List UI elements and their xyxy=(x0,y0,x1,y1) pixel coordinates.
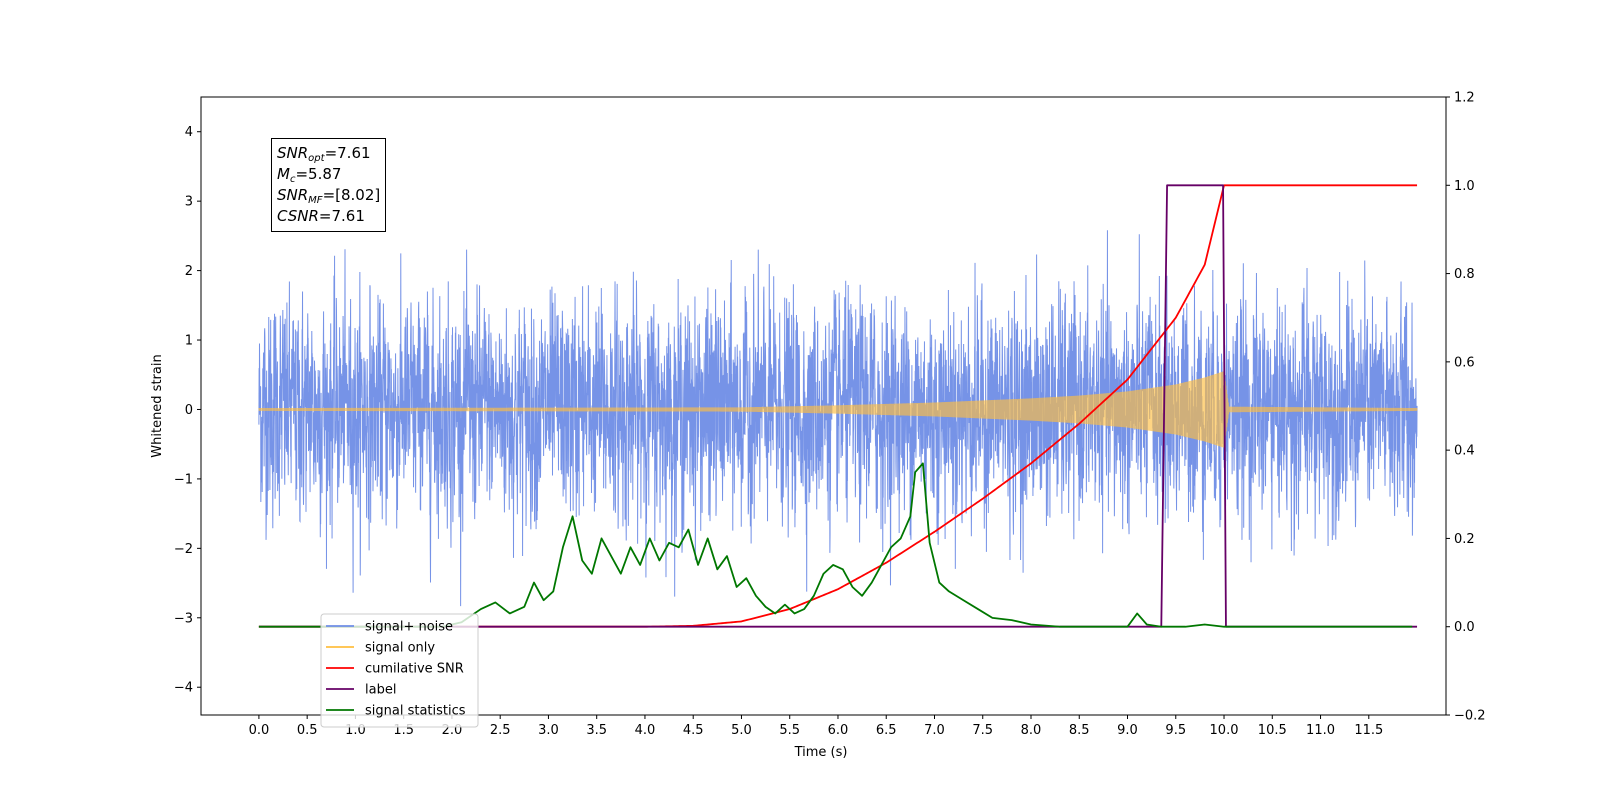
legend: signal+ noise signal only cumilative SNR la… xyxy=(320,613,479,728)
x-tick-label: 6.5 xyxy=(876,723,897,738)
x-tick-label: 7.5 xyxy=(972,723,993,738)
stats-line-snr-mf: SNRMF=[8.02] xyxy=(277,186,381,206)
series-signal-noise xyxy=(258,230,1418,607)
x-tick-label: 5.0 xyxy=(731,723,752,738)
x-tick-label: 6.0 xyxy=(828,723,849,738)
y-axis-right: −0.2 0.0 0.2 0.4 0.6 0.8 1.0 1.2 xyxy=(1446,91,1486,724)
y2-tick-label: 0.4 xyxy=(1454,444,1475,459)
x-tick-label: 4.5 xyxy=(683,723,704,738)
x-tick-label: 3.0 xyxy=(538,723,559,738)
y-tick-label: 3 xyxy=(185,195,193,210)
legend-label: signal statistics xyxy=(365,704,466,719)
y2-tick-label: 0.0 xyxy=(1454,620,1475,635)
y2-tick-label: 0.2 xyxy=(1454,532,1475,547)
y-tick-label: 0 xyxy=(185,403,193,418)
y-tick-label: −2 xyxy=(174,542,193,557)
stats-line-snr-opt: SNRopt=7.61 xyxy=(277,144,371,164)
x-tick-label: 0.5 xyxy=(297,723,318,738)
legend-label: cumilative SNR xyxy=(365,662,464,677)
legend-box xyxy=(320,613,479,728)
x-tick-label: 11.5 xyxy=(1354,723,1383,738)
legend-label: label xyxy=(365,683,396,698)
x-tick-label: 4.0 xyxy=(635,723,656,738)
x-tick-label: 9.0 xyxy=(1117,723,1138,738)
x-tick-label: 8.5 xyxy=(1069,723,1090,738)
x-tick-label: 5.5 xyxy=(779,723,800,738)
legend-label: signal only xyxy=(365,641,435,656)
y-tick-label: −1 xyxy=(174,472,193,487)
x-tick-label: 0.0 xyxy=(249,723,270,738)
y-tick-label: −3 xyxy=(174,611,193,626)
x-tick-label: 3.5 xyxy=(586,723,607,738)
x-tick-label: 8.0 xyxy=(1021,723,1042,738)
y2-tick-label: 0.6 xyxy=(1454,355,1475,370)
series-layer xyxy=(258,184,1418,628)
y-tick-label: 1 xyxy=(185,334,193,349)
y2-tick-label: 0.8 xyxy=(1454,267,1475,282)
x-axis-label: Time (s) xyxy=(794,745,848,760)
y-tick-label: 2 xyxy=(185,264,193,279)
y-tick-label: 4 xyxy=(185,125,193,140)
x-tick-label: 11.0 xyxy=(1306,723,1335,738)
y2-tick-label: 1.0 xyxy=(1454,179,1475,194)
y-axis-left: −4 −3 −2 −1 0 1 2 3 4 xyxy=(174,125,201,696)
stats-annotation-box: SNRopt=7.61 Mc=5.87 SNRMF=[8.02] CSNR=7.… xyxy=(271,138,387,232)
x-tick-label: 2.5 xyxy=(490,723,511,738)
legend-label: signal+ noise xyxy=(365,620,453,635)
x-tick-label: 10.5 xyxy=(1258,723,1287,738)
y2-tick-label: 1.2 xyxy=(1454,91,1475,106)
plot-frame xyxy=(200,96,1447,716)
x-tick-label: 10.0 xyxy=(1210,723,1239,738)
stats-line-csnr: CSNR=7.61 xyxy=(277,207,365,225)
series-signal-statistics xyxy=(258,462,1413,628)
x-tick-label: 9.5 xyxy=(1165,723,1186,738)
y-tick-label: −4 xyxy=(174,681,193,696)
stats-line-mc: Mc=5.87 xyxy=(277,165,342,185)
y2-tick-label: −0.2 xyxy=(1454,709,1486,724)
y-axis-label: Whitened strain xyxy=(150,354,165,457)
x-tick-label: 7.0 xyxy=(924,723,945,738)
